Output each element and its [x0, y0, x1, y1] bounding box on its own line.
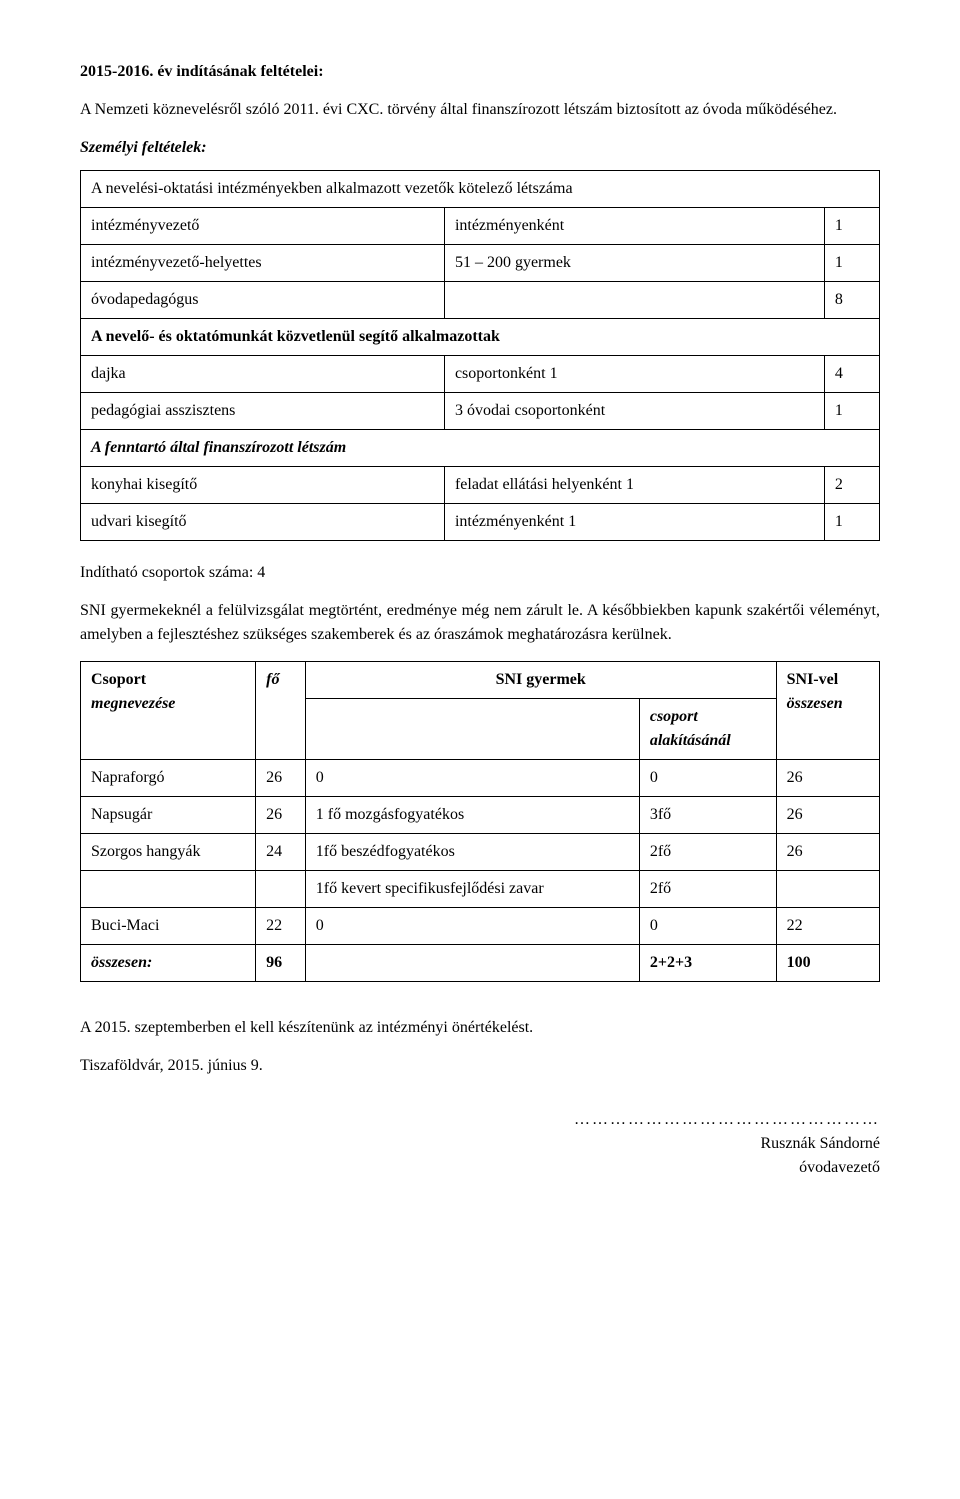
label: összesen	[787, 695, 843, 712]
cell: 4	[824, 356, 879, 393]
cell: 100	[776, 945, 879, 982]
cell: 2fő	[639, 871, 776, 908]
label: Csoport	[91, 671, 146, 688]
table-row: óvodapedagógus 8	[81, 282, 880, 319]
cell: 0	[305, 760, 639, 797]
col-head-fo: fő	[256, 662, 306, 760]
cell: intézményenként	[444, 208, 824, 245]
cell: 26	[256, 797, 306, 834]
label: csoport	[650, 708, 698, 725]
cell: 22	[776, 908, 879, 945]
col-head-sni: SNI gyermek	[305, 662, 776, 699]
table-row: Napraforgó 26 0 0 26	[81, 760, 880, 797]
cell: 8	[824, 282, 879, 319]
cell	[776, 871, 879, 908]
cell: összesen:	[81, 945, 256, 982]
cell: 2+2+3	[639, 945, 776, 982]
cell	[444, 282, 824, 319]
cell: 3fő	[639, 797, 776, 834]
table-row: pedagógiai asszisztens 3 óvodai csoporto…	[81, 393, 880, 430]
table-row: Szorgos hangyák 24 1fő beszédfogyatékos …	[81, 834, 880, 871]
cell: 22	[256, 908, 306, 945]
cell: feladat ellátási helyenként 1	[444, 467, 824, 504]
label-personnel-conditions: Személyi feltételek:	[80, 136, 880, 160]
table-row-total: összesen: 96 2+2+3 100	[81, 945, 880, 982]
cell: 1	[824, 393, 879, 430]
table-row: A nevelő- és oktatómunkát közvetlenül se…	[81, 319, 880, 356]
table-row: dajka csoportonként 1 4	[81, 356, 880, 393]
cell: 26	[776, 760, 879, 797]
cell: 2	[824, 467, 879, 504]
table-subheader: A fenntartó által finanszírozott létszám	[81, 430, 880, 467]
table-row: Napsugár 26 1 fő mozgásfogyatékos 3fő 26	[81, 797, 880, 834]
cell: 1	[824, 504, 879, 541]
cell: 0	[639, 908, 776, 945]
table-row: A nevelési-oktatási intézményekben alkal…	[81, 171, 880, 208]
cell: 1	[824, 208, 879, 245]
table-row: 1fő kevert specifikusfejlődési zavar 2fő	[81, 871, 880, 908]
table-row: intézményvezető intézményenként 1	[81, 208, 880, 245]
cell	[81, 871, 256, 908]
place-date: Tiszaföldvár, 2015. június 9.	[80, 1054, 880, 1078]
paragraph-law: A Nemzeti köznevelésről szóló 2011. évi …	[80, 98, 880, 122]
table-row: Csoport megnevezése fő SNI gyermek SNI-v…	[81, 662, 880, 699]
cell: 3 óvodai csoportonként	[444, 393, 824, 430]
cell: 24	[256, 834, 306, 871]
signature-block: …………………………………………… Rusznák Sándorné óvoda…	[80, 1108, 880, 1180]
label: SNI-vel	[787, 671, 839, 688]
cell: 26	[256, 760, 306, 797]
cell: 26	[776, 797, 879, 834]
cell: 51 – 200 gyermek	[444, 245, 824, 282]
col-head-group: Csoport megnevezése	[81, 662, 256, 760]
cell: 2fő	[639, 834, 776, 871]
cell: konyhai kisegítő	[81, 467, 445, 504]
cell: 0	[305, 908, 639, 945]
table-row: intézményvezető-helyettes 51 – 200 gyerm…	[81, 245, 880, 282]
cell	[305, 699, 639, 760]
cell: Szorgos hangyák	[81, 834, 256, 871]
label: alakításánál	[650, 732, 731, 749]
cell: óvodapedagógus	[81, 282, 445, 319]
table-personnel: A nevelési-oktatási intézményekben alkal…	[80, 170, 880, 541]
table-header-span: A nevelési-oktatási intézményekben alkal…	[81, 171, 880, 208]
signature-title: óvodavezető	[799, 1159, 880, 1176]
cell: intézményvezető	[81, 208, 445, 245]
cell	[305, 945, 639, 982]
col-head-snivel: SNI-vel összesen	[776, 662, 879, 760]
cell: csoportonként 1	[444, 356, 824, 393]
table-subheader: A nevelő- és oktatómunkát közvetlenül se…	[81, 319, 880, 356]
table-row: konyhai kisegítő feladat ellátási helyen…	[81, 467, 880, 504]
cell: 0	[639, 760, 776, 797]
paragraph-sni: SNI gyermekeknél a felülvizsgálat megtör…	[80, 599, 880, 647]
cell: Napraforgó	[81, 760, 256, 797]
cell: 1fő kevert specifikusfejlődési zavar	[305, 871, 639, 908]
cell: Napsugár	[81, 797, 256, 834]
cell: pedagógiai asszisztens	[81, 393, 445, 430]
cell: intézményenként 1	[444, 504, 824, 541]
signature-name: Rusznák Sándorné	[760, 1135, 880, 1152]
cell: udvari kisegítő	[81, 504, 445, 541]
cell: 1fő beszédfogyatékos	[305, 834, 639, 871]
cell: 1	[824, 245, 879, 282]
cell: intézményvezető-helyettes	[81, 245, 445, 282]
table-row: udvari kisegítő intézményenként 1 1	[81, 504, 880, 541]
cell: Buci-Maci	[81, 908, 256, 945]
cell: 26	[776, 834, 879, 871]
paragraph-group-count: Indítható csoportok száma: 4	[80, 561, 880, 585]
signature-dots: ……………………………………………	[574, 1111, 880, 1128]
table-row: A fenntartó által finanszírozott létszám	[81, 430, 880, 467]
table-row: Buci-Maci 22 0 0 22	[81, 908, 880, 945]
cell	[256, 871, 306, 908]
col-head-csoport: csoport alakításánál	[639, 699, 776, 760]
label: megnevezése	[91, 695, 175, 712]
heading-year-conditions: 2015-2016. év indításának feltételei:	[80, 60, 880, 84]
cell: dajka	[81, 356, 445, 393]
cell: 96	[256, 945, 306, 982]
table-groups: Csoport megnevezése fő SNI gyermek SNI-v…	[80, 661, 880, 982]
paragraph-self-eval: A 2015. szeptemberben el kell készítenün…	[80, 1016, 880, 1040]
cell: 1 fő mozgásfogyatékos	[305, 797, 639, 834]
